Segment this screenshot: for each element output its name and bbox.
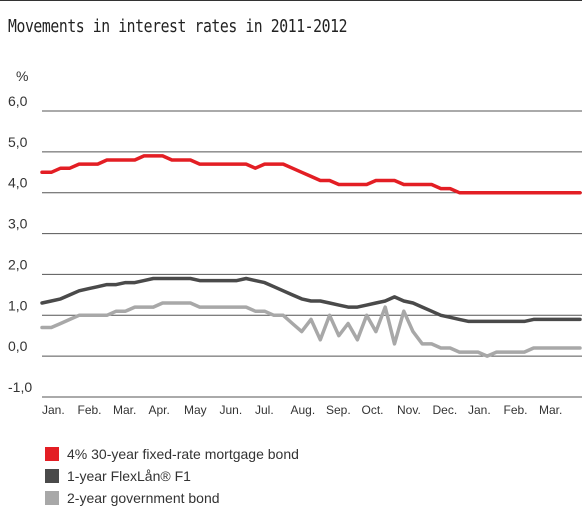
x-tick-label: Sep.: [326, 403, 351, 417]
x-tick-label: Mar.: [539, 403, 562, 417]
legend-label: 2-year government bond: [67, 490, 220, 506]
x-tick-label: Jan.: [468, 403, 491, 417]
legend-swatch: [45, 491, 59, 505]
x-tick-label: Nov.: [397, 403, 421, 417]
x-tick-label: Jun.: [220, 403, 243, 417]
legend-item-flexlan: 1-year FlexLån® F1: [45, 465, 299, 487]
x-tick-label: Feb.: [504, 403, 528, 417]
chart-title: Movements in interest rates in 2011-2012: [8, 16, 348, 37]
legend-item-government-bond: 2-year government bond: [45, 487, 299, 509]
y-tick-label: 6,0: [8, 93, 28, 109]
y-tick-label: 4,0: [8, 175, 28, 191]
y-tick-label: 3,0: [8, 216, 28, 232]
x-tick-label: May: [184, 403, 207, 417]
x-tick-label: Jan.: [42, 403, 65, 417]
legend-item-mortgage-bond: 4% 30-year fixed-rate mortgage bond: [45, 443, 299, 465]
legend-label: 4% 30-year fixed-rate mortgage bond: [67, 446, 299, 462]
grid-lines: [42, 110, 582, 398]
chart: % 6,0 5,0 4,0 3,0 2,0 1,0 0,0 -1,0 Jan. Feb. Mar.…: [8, 68, 582, 417]
y-tick-label: 1,0: [8, 297, 28, 313]
x-tick-label: Mar.: [113, 403, 136, 417]
legend-swatch: [45, 447, 59, 461]
legend: 4% 30-year fixed-rate mortgage bond 1-ye…: [45, 443, 299, 509]
series-line-2: [40, 301, 582, 358]
y-tick-label: 5,0: [8, 134, 28, 150]
series-line-0: [40, 154, 582, 195]
y-tick-label: 2,0: [8, 256, 28, 272]
x-tick-label: Apr.: [149, 403, 170, 417]
series-lines: [40, 154, 582, 358]
x-axis-ticks: Jan. Feb. Mar. Apr. May Jun. Jul. Aug. Sep. Oct. N…: [42, 403, 562, 417]
y-axis-ticks: 6,0 5,0 4,0 3,0 2,0 1,0 0,0 -1,0: [8, 93, 32, 395]
y-tick-label: 0,0: [8, 338, 28, 354]
x-tick-label: Aug.: [291, 403, 316, 417]
x-tick-label: Dec.: [433, 403, 458, 417]
x-tick-label: Jul.: [255, 403, 274, 417]
y-tick-label: -1,0: [8, 379, 32, 395]
legend-swatch: [45, 469, 59, 483]
legend-label: 1-year FlexLån® F1: [67, 468, 191, 484]
series-line-1: [40, 276, 582, 324]
top-rule: [0, 0, 582, 1]
x-tick-label: Feb.: [78, 403, 102, 417]
y-axis-label: %: [16, 68, 28, 84]
x-tick-label: Oct.: [362, 403, 384, 417]
